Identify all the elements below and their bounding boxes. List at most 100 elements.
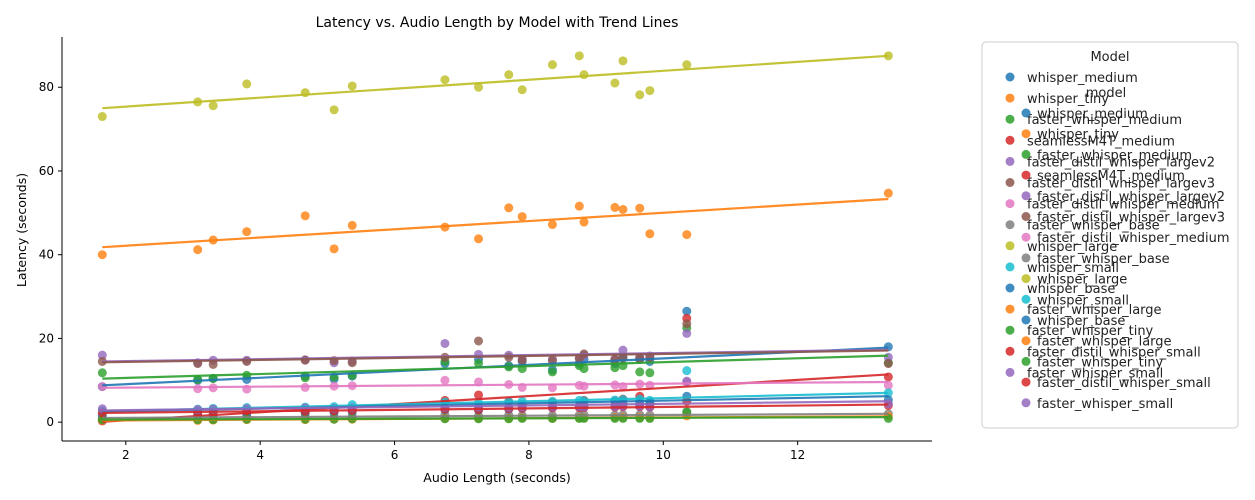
- legend-marker: [1005, 93, 1015, 103]
- y-axis-title: Latency (seconds): [14, 173, 29, 287]
- legend-label: whisper_base: [1037, 314, 1125, 329]
- data-point: [547, 60, 557, 70]
- legend-marker: [1021, 356, 1031, 366]
- legend-marker: [1021, 294, 1031, 304]
- trend-line: [102, 380, 889, 389]
- data-point: [635, 367, 645, 377]
- data-point: [883, 359, 893, 369]
- x-tick-label: 4: [256, 448, 264, 462]
- data-point: [579, 217, 589, 227]
- data-point: [682, 230, 692, 240]
- legend-marker: [1021, 274, 1031, 284]
- legend-label: faster_whisper_small: [1027, 366, 1163, 381]
- data-point: [883, 188, 893, 198]
- legend-label: whisper_medium: [1027, 71, 1138, 86]
- data-point: [474, 336, 484, 346]
- data-point: [97, 250, 107, 260]
- data-point: [618, 401, 628, 411]
- x-tick-label: 10: [656, 448, 671, 462]
- legend-label: faster_distil_whisper_medium: [1037, 231, 1230, 246]
- data-point: [97, 368, 107, 378]
- legend-frame: [981, 41, 1239, 429]
- y-tick-label: 80: [39, 80, 54, 94]
- data-point: [517, 212, 527, 222]
- data-point: [474, 359, 484, 369]
- data-point: [242, 227, 252, 237]
- legend-label: whisper_large: [1027, 240, 1117, 255]
- trend-line: [102, 354, 889, 380]
- legend-label: faster_distil_whisper_largev3: [1027, 177, 1215, 192]
- data-point: [208, 359, 218, 369]
- legend-marker: [1005, 283, 1015, 293]
- trend-line: [102, 349, 889, 364]
- trend-line: [102, 54, 889, 110]
- legend-label: seamlessM4T_medium: [1027, 134, 1175, 149]
- legend-marker: [1021, 108, 1031, 118]
- data-point: [682, 60, 692, 70]
- data-point: [347, 220, 357, 230]
- x-tick-label: 6: [391, 448, 399, 462]
- data-point: [618, 56, 628, 66]
- legend-marker: [1005, 304, 1015, 314]
- data-point: [517, 85, 527, 95]
- data-point: [97, 112, 107, 122]
- legend-label: faster_whisper_base: [1027, 219, 1160, 234]
- legend-label: whisper_small: [1027, 261, 1119, 276]
- legend-marker: [1005, 135, 1015, 145]
- x-tick-label: 12: [790, 448, 805, 462]
- legend-marker: [1005, 72, 1015, 82]
- trend-line: [102, 416, 889, 421]
- legend-label: faster_whisper_medium: [1037, 148, 1192, 163]
- x-axis-title: Audio Length (seconds): [423, 470, 570, 485]
- legend-label: faster_whisper_large: [1027, 303, 1162, 318]
- data-point: [193, 245, 203, 255]
- legend-label: faster_whisper_tiny: [1037, 355, 1164, 370]
- chart-title: Latency vs. Audio Length by Model with T…: [316, 15, 679, 31]
- data-point: [97, 350, 107, 360]
- x-tick-label: 2: [122, 448, 130, 462]
- legend-marker: [1005, 156, 1015, 166]
- data-point: [547, 367, 557, 377]
- legend-label: faster_whisper_small: [1037, 397, 1173, 412]
- data-point: [682, 306, 692, 316]
- data-point: [645, 229, 655, 239]
- data-point: [610, 363, 620, 373]
- data-point: [208, 101, 218, 111]
- legend-marker: [1021, 253, 1031, 263]
- data-point: [347, 81, 357, 91]
- legend-label: faster_distil_whisper_largev3: [1037, 211, 1225, 226]
- data-point: [440, 338, 450, 348]
- data-point: [682, 328, 692, 338]
- legend-marker: [1021, 212, 1031, 221]
- y-tick-label: 20: [39, 331, 54, 345]
- legend-marker: [1005, 199, 1015, 209]
- data-point: [440, 375, 450, 385]
- series-group: [97, 51, 893, 122]
- legend-marker: [1005, 220, 1015, 230]
- data-point: [547, 220, 557, 230]
- trend-line: [102, 403, 889, 415]
- legend-inner-title: model: [1086, 86, 1126, 101]
- legend-marker: [1021, 315, 1031, 325]
- legend-label: whisper_base: [1027, 282, 1115, 297]
- data-point: [474, 390, 484, 400]
- data-point: [504, 203, 514, 213]
- legend-label: faster_whisper_tiny: [1027, 324, 1154, 339]
- data-point: [242, 79, 252, 89]
- legend-marker: [1021, 398, 1031, 408]
- legend-marker: [1021, 149, 1031, 159]
- data-point: [574, 201, 584, 211]
- data-point: [193, 384, 203, 394]
- data-point: [329, 105, 339, 115]
- legend-marker: [1021, 170, 1031, 180]
- legend-marker: [1005, 346, 1015, 356]
- data-point: [610, 78, 620, 88]
- legend-label: faster_distil_whisper_small: [1027, 345, 1201, 360]
- legend-marker: [1021, 129, 1031, 139]
- data-point: [579, 364, 589, 374]
- series-group: [97, 188, 893, 260]
- legend-label: faster_distil_whisper_small: [1037, 376, 1211, 391]
- legend-label: faster_distil_whisper_medium: [1027, 198, 1220, 213]
- data-point: [635, 203, 645, 213]
- legend-marker: [1005, 178, 1015, 187]
